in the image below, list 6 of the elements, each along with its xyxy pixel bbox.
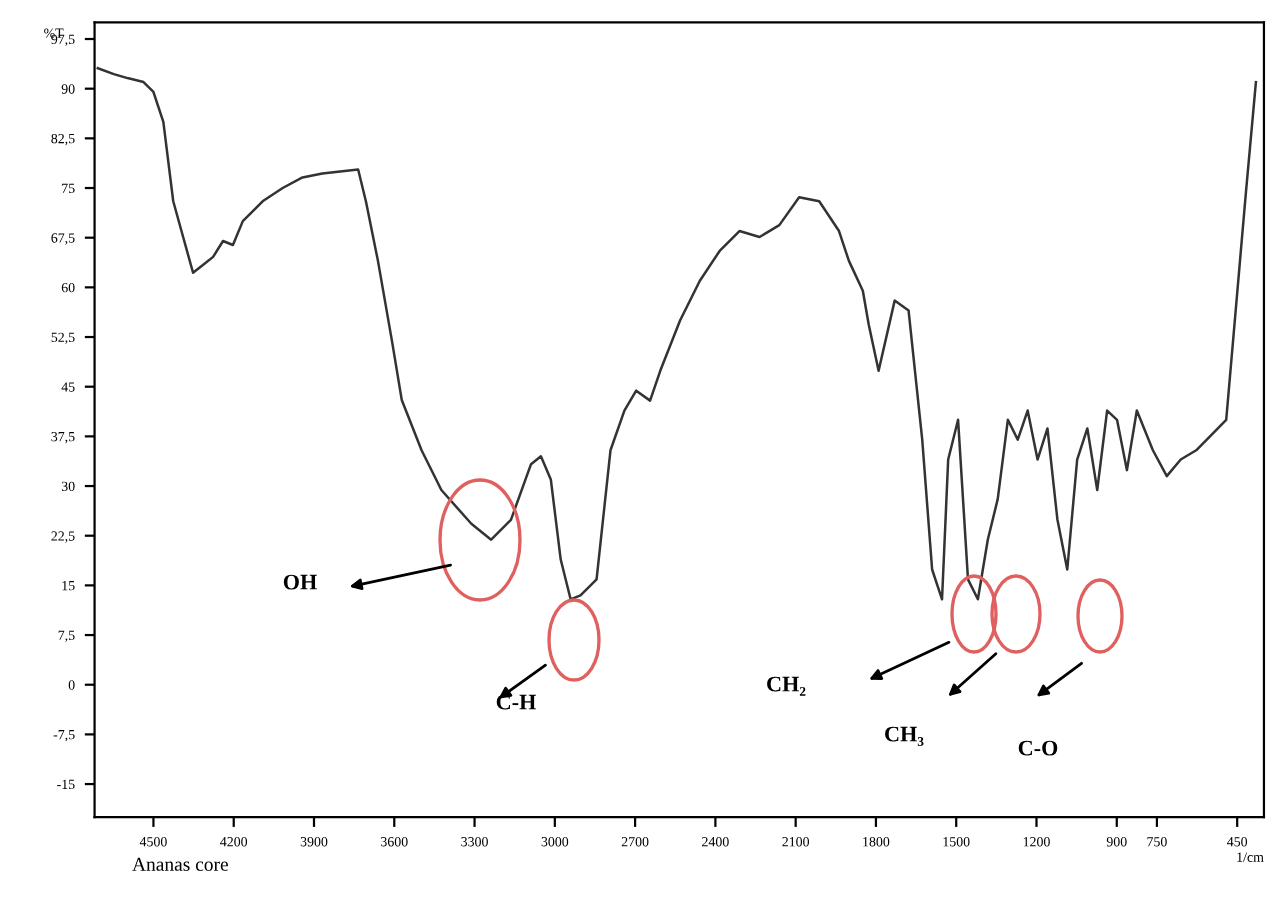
line-series — [96, 66, 1258, 601]
annotation: CH₃ — [885, 726, 924, 746]
text: Ananas core — [132, 857, 228, 871]
annotation: C-O — [1018, 740, 1058, 756]
annotation: OH — [283, 574, 317, 590]
annotation: CH₂ — [767, 676, 806, 696]
